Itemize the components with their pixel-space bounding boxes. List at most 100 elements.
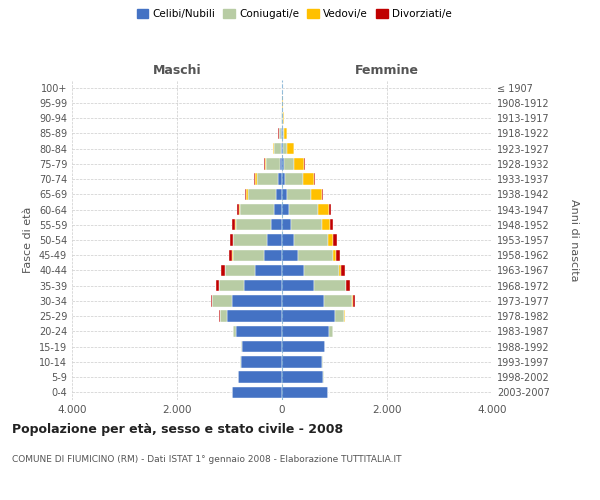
Bar — [314, 280, 346, 291]
Bar — [254, 265, 282, 276]
Bar — [236, 219, 271, 230]
Bar — [341, 265, 346, 276]
Bar — [283, 112, 284, 124]
Bar — [230, 234, 233, 246]
Bar — [353, 295, 355, 306]
Y-axis label: Anni di nascita: Anni di nascita — [569, 198, 579, 281]
Bar — [311, 188, 322, 200]
Bar — [329, 326, 333, 337]
Bar — [330, 219, 333, 230]
Bar — [298, 250, 333, 261]
Bar — [280, 158, 282, 170]
Bar — [282, 143, 283, 154]
Bar — [294, 234, 328, 246]
Bar — [227, 310, 282, 322]
Bar — [268, 234, 282, 246]
Bar — [281, 143, 282, 154]
Bar — [278, 174, 282, 185]
Bar — [233, 250, 264, 261]
Bar — [282, 295, 324, 306]
Bar — [274, 204, 282, 215]
Bar — [289, 204, 319, 215]
Bar — [220, 310, 227, 322]
Bar — [286, 174, 303, 185]
Y-axis label: Fasce di età: Fasce di età — [23, 207, 33, 273]
Bar — [265, 158, 266, 170]
Bar — [336, 250, 340, 261]
Bar — [335, 310, 344, 322]
Bar — [244, 280, 282, 291]
Bar — [294, 158, 304, 170]
Bar — [287, 188, 311, 200]
Bar — [233, 326, 236, 337]
Bar — [339, 265, 341, 276]
Bar — [329, 204, 331, 215]
Bar — [232, 295, 282, 306]
Bar — [279, 128, 281, 139]
Bar — [245, 188, 246, 200]
Bar — [344, 310, 346, 322]
Bar — [319, 204, 329, 215]
Bar — [322, 219, 330, 230]
Bar — [284, 158, 294, 170]
Bar — [246, 188, 248, 200]
Bar — [282, 234, 294, 246]
Bar — [303, 174, 314, 185]
Bar — [237, 204, 239, 215]
Bar — [248, 188, 276, 200]
Bar — [257, 174, 278, 185]
Bar — [282, 386, 328, 398]
Bar — [241, 356, 282, 368]
Bar — [282, 372, 323, 383]
Bar — [287, 143, 294, 154]
Bar — [282, 356, 322, 368]
Bar — [281, 112, 282, 124]
Bar — [219, 280, 244, 291]
Bar — [264, 250, 282, 261]
Bar — [232, 386, 282, 398]
Bar — [282, 174, 286, 185]
Bar — [346, 280, 350, 291]
Bar — [283, 143, 287, 154]
Bar — [333, 234, 337, 246]
Bar — [232, 219, 235, 230]
Bar — [235, 219, 236, 230]
Bar — [304, 265, 339, 276]
Bar — [233, 234, 268, 246]
Bar — [240, 204, 274, 215]
Bar — [216, 280, 219, 291]
Bar — [322, 188, 323, 200]
Bar — [282, 158, 284, 170]
Bar — [324, 295, 352, 306]
Bar — [236, 326, 282, 337]
Bar — [274, 143, 281, 154]
Bar — [239, 204, 240, 215]
Bar — [282, 341, 325, 352]
Bar — [266, 158, 280, 170]
Bar — [282, 265, 304, 276]
Text: COMUNE DI FIUMICINO (RM) - Dati ISTAT 1° gennaio 2008 - Elaborazione TUTTITALIA.: COMUNE DI FIUMICINO (RM) - Dati ISTAT 1°… — [12, 455, 401, 464]
Bar — [255, 174, 257, 185]
Bar — [282, 204, 289, 215]
Bar — [242, 341, 282, 352]
Text: Femmine: Femmine — [355, 64, 419, 77]
Bar — [238, 372, 282, 383]
Bar — [221, 265, 224, 276]
Bar — [328, 234, 333, 246]
Bar — [333, 250, 336, 261]
Bar — [282, 280, 314, 291]
Bar — [225, 265, 254, 276]
Bar — [282, 310, 335, 322]
Text: Popolazione per età, sesso e stato civile - 2008: Popolazione per età, sesso e stato civil… — [12, 422, 343, 436]
Bar — [290, 219, 322, 230]
Legend: Celibi/Nubili, Coniugati/e, Vedovi/e, Divorziati/e: Celibi/Nubili, Coniugati/e, Vedovi/e, Di… — [133, 5, 455, 24]
Text: Maschi: Maschi — [152, 64, 202, 77]
Bar — [282, 250, 298, 261]
Bar — [283, 128, 284, 139]
Bar — [276, 188, 282, 200]
Bar — [271, 219, 282, 230]
Bar — [212, 295, 232, 306]
Bar — [211, 295, 212, 306]
Bar — [282, 219, 290, 230]
Bar — [282, 188, 287, 200]
